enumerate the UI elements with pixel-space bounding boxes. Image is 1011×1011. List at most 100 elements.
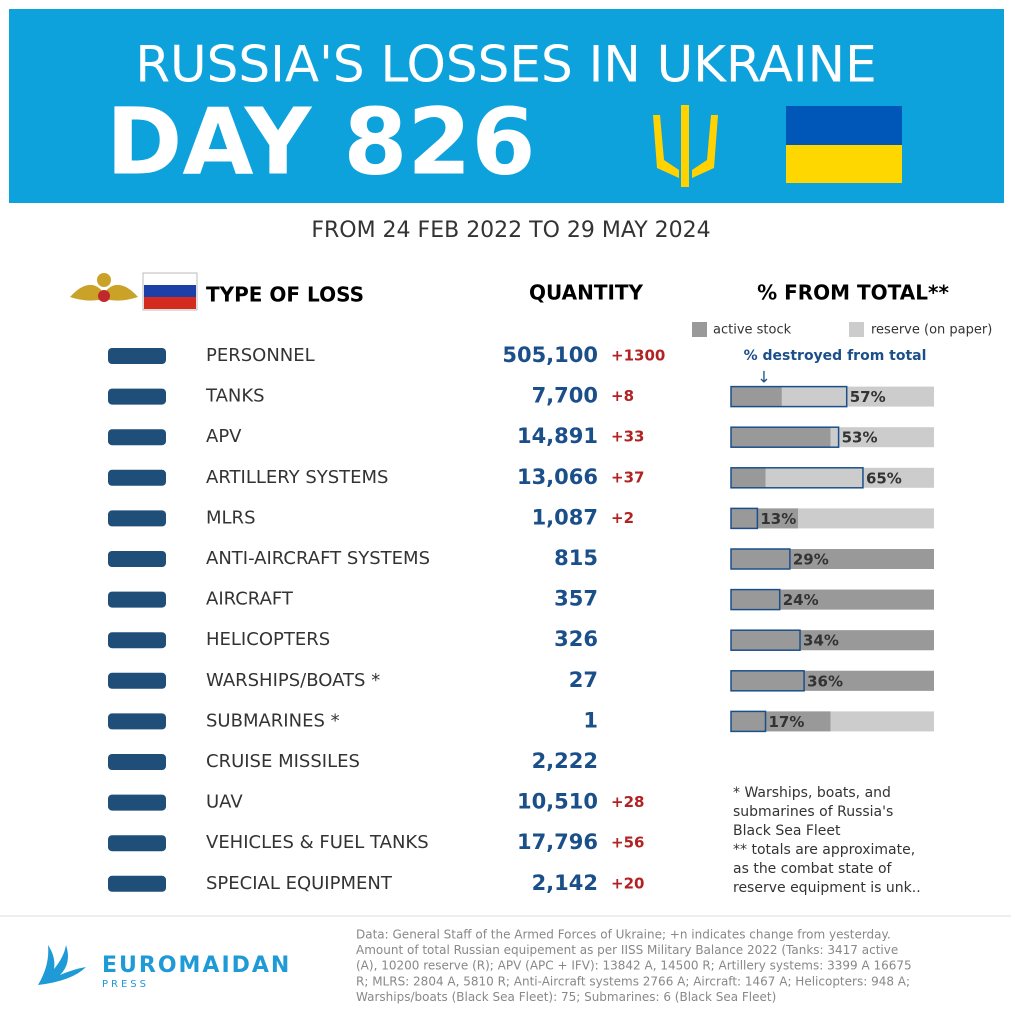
destroyed-bar <box>730 670 805 692</box>
loss-type: VEHICLES & FUEL TANKS <box>206 832 429 853</box>
icon <box>108 348 166 364</box>
active-bar <box>731 386 782 407</box>
icon <box>108 794 166 811</box>
subtitle: FROM 24 FEB 2022 TO 29 MAY 2024 <box>311 218 710 243</box>
header-title: RUSSIA'S LOSSES IN UKRAINE <box>135 36 876 94</box>
loss-type: PERSONNEL <box>206 345 315 366</box>
loss-type: HELICOPTERS <box>206 629 330 650</box>
emblem <box>70 273 138 302</box>
active-bar <box>731 711 831 732</box>
percent-label: 24% <box>783 591 819 609</box>
destroyed-bar <box>730 385 848 408</box>
icon <box>108 429 166 446</box>
icon <box>108 713 166 730</box>
destroyed-bar <box>730 548 791 570</box>
active-bar <box>731 670 934 691</box>
logo-subtext: PRESS <box>102 979 149 990</box>
loss-type: CRUISE MISSILES <box>206 751 360 772</box>
footnote: ** totals are approximate, <box>733 842 915 858</box>
destroyed-bar <box>730 507 759 530</box>
change: +8 <box>611 387 634 405</box>
loss-type: SUBMARINES * <box>206 710 340 731</box>
arrow: ↓ <box>757 368 770 387</box>
percent-label: 57% <box>850 388 886 406</box>
legend-label: reserve (on paper) <box>871 323 992 338</box>
quantity: 27 <box>569 668 598 692</box>
footnote: * Warships, boats, and <box>733 785 891 801</box>
percent-label: 53% <box>842 429 878 447</box>
source-line: Warships/boats (Black Sea Fleet): 75; Su… <box>356 990 776 1004</box>
icon <box>108 754 166 770</box>
column-header: QUANTITY <box>529 281 644 305</box>
change: +20 <box>611 874 644 892</box>
destroyed-bar <box>730 426 840 448</box>
icon <box>108 591 166 608</box>
flag-russia-red <box>144 297 196 309</box>
active-bar <box>731 467 766 488</box>
loss-type: WARSHIPS/BOATS * <box>206 670 380 691</box>
loss-type: UAV <box>206 792 243 813</box>
percent-label: 29% <box>793 551 829 569</box>
destroyed-bar <box>730 629 801 651</box>
change: +2 <box>611 509 634 527</box>
column-header: TYPE OF LOSS <box>206 283 364 307</box>
loss-type: ANTI-AIRCRAFT SYSTEMS <box>206 548 430 569</box>
footnote: Black Sea Fleet <box>733 823 841 839</box>
flag-yellow <box>786 145 902 183</box>
column-header: % FROM TOTAL** <box>757 281 949 305</box>
logo-mark <box>38 945 86 985</box>
trident <box>653 105 718 187</box>
percent-label: 65% <box>866 469 902 487</box>
reserve-bar <box>731 467 934 488</box>
loss-type: AIRCRAFT <box>206 589 294 610</box>
quantity: 2,142 <box>532 871 598 895</box>
footnote: as the combat state of <box>733 861 893 877</box>
footnote: submarines of Russia's <box>733 804 893 820</box>
icon <box>108 551 166 567</box>
active-bar <box>731 589 934 610</box>
icon <box>108 510 166 527</box>
quantity: 14,891 <box>517 424 598 448</box>
loss-type: APV <box>206 426 242 447</box>
legend-swatch <box>849 322 864 337</box>
quantity: 7,700 <box>532 384 598 408</box>
active-bar <box>731 549 934 569</box>
day-counter: DAY 826 <box>106 88 535 195</box>
quantity: 505,100 <box>502 343 598 367</box>
percent-label: 36% <box>807 672 843 690</box>
quantity: 1,087 <box>532 505 598 529</box>
loss-type: MLRS <box>206 507 256 528</box>
quantity: 815 <box>554 546 598 570</box>
destroyed-note: % destroyed from total <box>744 348 927 364</box>
quantity: 1 <box>583 708 598 732</box>
icon <box>108 672 166 689</box>
change: +37 <box>611 468 644 486</box>
logo-text: EUROMAIDAN <box>102 953 291 978</box>
loss-type: ARTILLERY SYSTEMS <box>206 467 389 488</box>
quantity: 2,222 <box>532 749 598 773</box>
footnote: reserve equipment is unk.. <box>733 880 921 896</box>
change: +56 <box>611 834 644 852</box>
change: +1300 <box>611 347 665 365</box>
change: +28 <box>611 793 644 811</box>
legend-swatch <box>692 322 707 337</box>
percent-label: 13% <box>760 510 796 528</box>
percent-label: 17% <box>769 713 805 731</box>
active-bar <box>731 508 798 529</box>
quantity: 10,510 <box>517 790 598 814</box>
loss-type: TANKS <box>205 386 265 407</box>
quantity: 326 <box>554 627 598 651</box>
legend-label: active stock <box>713 323 792 338</box>
destroyed-bar <box>730 467 864 489</box>
destroyed-bar <box>730 710 767 733</box>
source-line: Amount of total Russian equipement as pe… <box>356 943 898 957</box>
active-bar <box>731 630 934 651</box>
icon <box>108 469 166 486</box>
quantity: 13,066 <box>517 465 598 489</box>
source-line: (A), 10200 reserve (R); APV (APC + IFV):… <box>356 959 912 973</box>
quantity: 357 <box>554 587 598 611</box>
icon <box>108 875 166 892</box>
flag-blue <box>786 106 902 145</box>
